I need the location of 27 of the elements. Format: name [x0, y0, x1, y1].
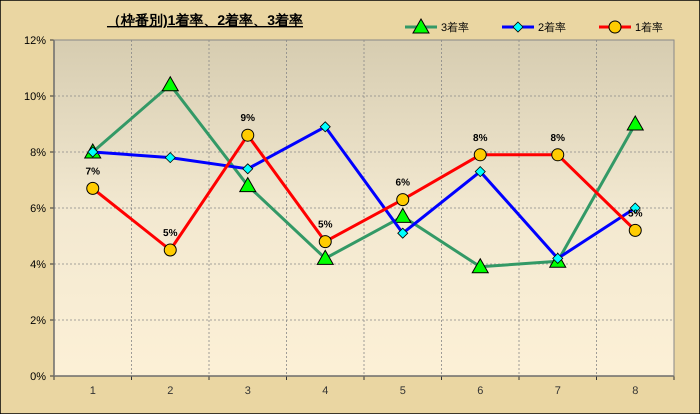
y-tick-label: 0% [30, 371, 46, 383]
legend-label: 3着率 [441, 21, 470, 34]
data-label: 5% [163, 228, 178, 239]
legend-label: 1着率 [635, 21, 664, 34]
y-tick-label: 8% [30, 147, 46, 159]
y-tick-label: 10% [24, 91, 46, 103]
legend-label: 2着率 [538, 21, 566, 34]
y-tick-label: 2% [30, 315, 46, 327]
data-label: 5% [318, 220, 333, 231]
data-label: 8% [473, 132, 488, 144]
x-tick-label: 1 [90, 385, 96, 397]
data-label: 7% [86, 166, 100, 178]
y-tick-label: 12% [24, 35, 46, 47]
data-label: 8% [550, 132, 566, 144]
chart-title: （枠番別)1着率、2着率、3着率 [106, 12, 304, 28]
x-tick-label: 5 [400, 385, 406, 397]
y-tick-label: 4% [30, 259, 46, 271]
data-label: 5% [628, 208, 643, 220]
data-label: 9% [240, 113, 256, 124]
x-tick-label: 2 [167, 385, 174, 397]
x-tick-label: 4 [322, 385, 328, 397]
y-tick-label: 6% [30, 203, 46, 215]
x-tick-label: 6 [477, 385, 484, 397]
data-label: 6% [396, 178, 410, 189]
x-tick-label: 7 [554, 385, 561, 397]
x-tick-label: 3 [244, 385, 251, 397]
x-tick-label: 8 [632, 385, 638, 397]
